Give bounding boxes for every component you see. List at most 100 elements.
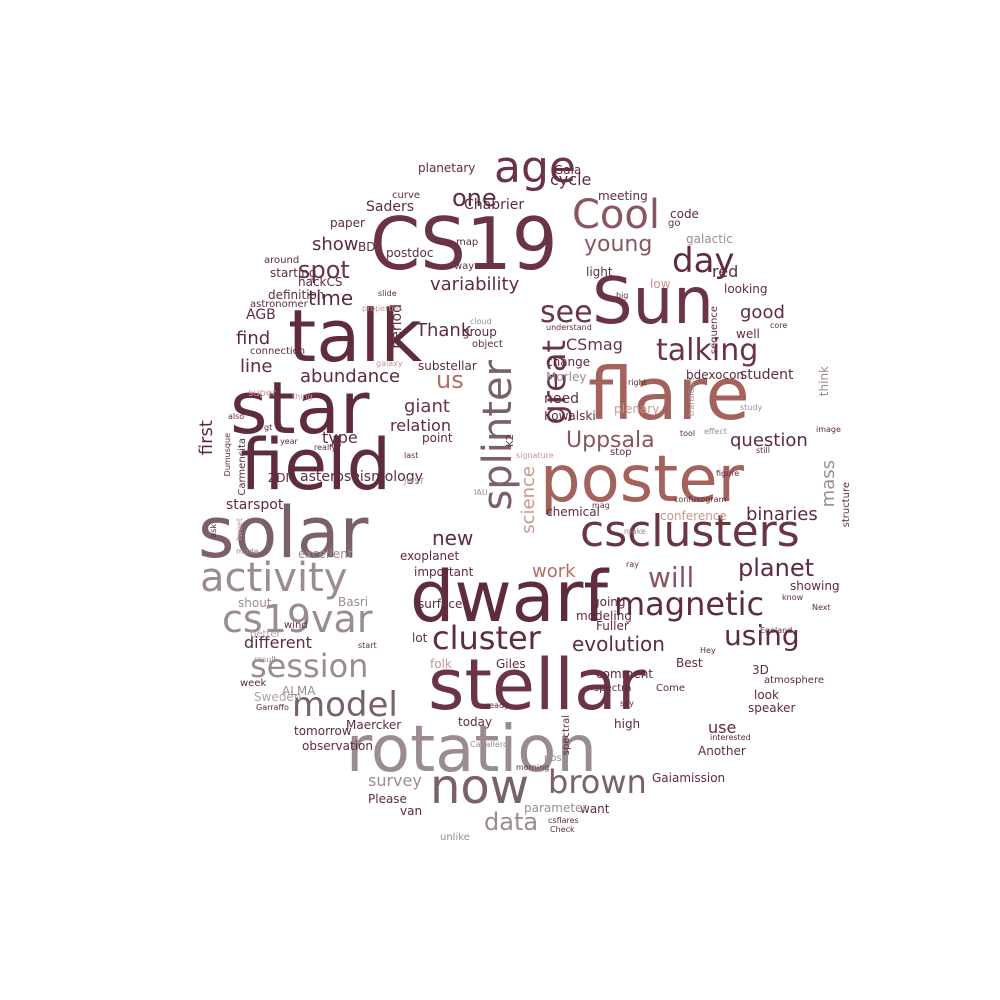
cloud-word: sequence bbox=[709, 306, 720, 355]
cloud-word: bdexocon bbox=[686, 368, 745, 382]
cloud-word: folk bbox=[430, 657, 452, 671]
cloud-word: session bbox=[250, 647, 369, 685]
cloud-word: ALMA bbox=[282, 684, 316, 698]
cloud-word: Basri bbox=[338, 595, 369, 609]
cloud-word: Maercker bbox=[346, 718, 402, 732]
cloud-word: understand bbox=[546, 323, 592, 332]
cloud-word: flare bbox=[588, 352, 750, 436]
cloud-word: different bbox=[244, 633, 312, 652]
cloud-word: survey bbox=[368, 771, 422, 790]
cloud-word: think bbox=[817, 366, 831, 397]
cloud-word: planetary bbox=[418, 161, 476, 175]
cloud-word: better bbox=[250, 629, 281, 640]
cloud-word: image bbox=[816, 425, 841, 434]
cloud-word: relation bbox=[390, 416, 451, 435]
cloud-word: starting bbox=[270, 266, 317, 280]
cloud-word: structure bbox=[841, 482, 852, 528]
cloud-word: Gaia bbox=[554, 163, 582, 177]
cloud-word: time bbox=[308, 286, 354, 310]
cloud-word: well bbox=[736, 327, 760, 341]
cloud-word: Giles bbox=[496, 657, 526, 671]
cloud-word: core bbox=[770, 321, 788, 330]
cloud-word: brown bbox=[548, 763, 647, 801]
cloud-word: cluster bbox=[432, 619, 541, 657]
cloud-word: big bbox=[616, 291, 629, 300]
cloud-word: point bbox=[422, 431, 453, 445]
cloud-word: AGB bbox=[246, 307, 276, 323]
cloud-word: showing bbox=[790, 579, 840, 593]
cloud-word: make bbox=[624, 527, 646, 536]
cloud-word: good bbox=[740, 302, 785, 323]
cloud-word: Come bbox=[656, 683, 685, 694]
cloud-word: want bbox=[580, 802, 610, 816]
cloud-word: rotation bbox=[346, 713, 597, 787]
cloud-word: code bbox=[670, 207, 699, 221]
cloud-word: postdoc bbox=[386, 246, 434, 260]
cloud-word: around bbox=[264, 255, 300, 266]
cloud-word: way bbox=[454, 261, 475, 272]
cloud-word: CSmag bbox=[566, 335, 623, 354]
cloud-word: super bbox=[248, 388, 277, 399]
cloud-word: ready bbox=[486, 701, 509, 710]
cloud-word: thing bbox=[292, 392, 313, 401]
cloud-word: 3D bbox=[752, 663, 769, 677]
cloud-word: excellent bbox=[298, 547, 353, 561]
cloud-word: Chabrier bbox=[464, 197, 525, 213]
cloud-word: abundance bbox=[300, 366, 401, 387]
cloud-word: Uppsala bbox=[566, 428, 655, 453]
cloud-word: effect bbox=[704, 427, 727, 436]
cloud-word: age bbox=[494, 142, 576, 193]
cloud-word: science bbox=[518, 466, 539, 534]
cloud-word: tool bbox=[680, 429, 696, 438]
cloud-word: dwarf bbox=[410, 556, 609, 638]
cloud-word: evolution bbox=[572, 632, 665, 656]
cloud-word: exoplanet bbox=[400, 549, 460, 563]
cloud-word: Hey bbox=[700, 646, 716, 655]
cloud-word: curve bbox=[392, 190, 421, 201]
cloud-word: line bbox=[240, 356, 273, 377]
cloud-word: week bbox=[240, 678, 267, 689]
cloud-word: new bbox=[432, 526, 474, 550]
cloud-word: year bbox=[280, 437, 298, 446]
cloud-word: work bbox=[532, 561, 576, 582]
cloud-word: Kowalski bbox=[544, 409, 596, 423]
cloud-word: conference bbox=[660, 509, 727, 523]
cloud-word: right bbox=[628, 378, 647, 387]
cloud-word: galaxy bbox=[376, 359, 403, 368]
cloud-word: ray bbox=[626, 560, 639, 569]
cloud-word: speaker bbox=[748, 701, 796, 715]
cloud-word: variability bbox=[430, 274, 520, 295]
cloud-word: hackCS bbox=[298, 275, 343, 289]
cloud-word: type bbox=[322, 428, 358, 447]
cloud-word: stellar bbox=[428, 644, 646, 726]
cloud-word: also bbox=[228, 412, 245, 421]
cloud-word: question bbox=[730, 430, 808, 451]
cloud-word: tomorrow bbox=[294, 724, 352, 738]
cloud-word: Dumusque bbox=[223, 433, 232, 477]
cloud-word: Sweden bbox=[254, 690, 302, 704]
cloud-word: data bbox=[484, 808, 539, 836]
cloud-word: us bbox=[436, 366, 464, 394]
cloud-word: say bbox=[620, 699, 634, 708]
cloud-word: wind bbox=[284, 620, 308, 631]
cloud-word: binaries bbox=[746, 504, 818, 525]
cloud-word: Caballero bbox=[470, 740, 508, 749]
cloud-word: looking bbox=[724, 282, 768, 296]
cloud-word: CS19 bbox=[370, 202, 558, 286]
cloud-word: red bbox=[712, 262, 739, 281]
cloud-word: know bbox=[782, 593, 804, 602]
cloud-word: spectra bbox=[594, 683, 632, 694]
cloud-word: student bbox=[740, 367, 794, 383]
cloud-word: Thank bbox=[416, 320, 472, 341]
cloud-word: van bbox=[400, 804, 423, 818]
cloud-word: post bbox=[544, 753, 566, 764]
cloud-word: find bbox=[236, 328, 271, 349]
cloud-word: planet bbox=[738, 554, 814, 582]
cloud-word: last bbox=[404, 451, 419, 460]
cloud-word: lot bbox=[412, 631, 428, 645]
cloud-word: one bbox=[452, 184, 497, 212]
cloud-word: substellar bbox=[418, 359, 477, 373]
cloud-word: Garraffo bbox=[256, 703, 289, 712]
cloud-word: cloud bbox=[470, 317, 492, 326]
